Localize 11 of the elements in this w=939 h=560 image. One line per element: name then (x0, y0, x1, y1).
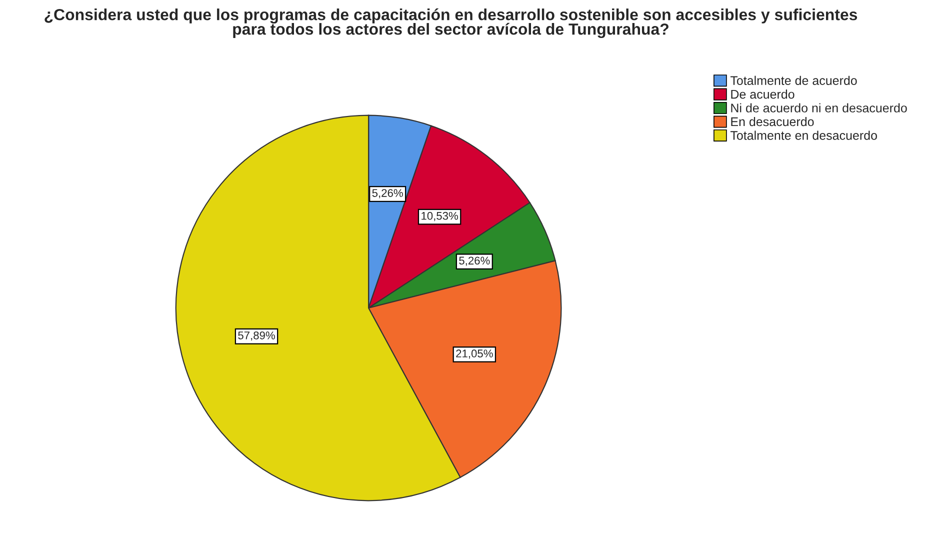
legend-label: En desacuerdo (731, 116, 814, 126)
data-label: 5,26% (372, 189, 403, 198)
legend-label: Totalmente de acuerdo (730, 76, 857, 85)
legend-label: Ni de acuerdo ni en desacuerdo (731, 103, 907, 112)
legend-label: Totalmente en desacuerdo (730, 130, 877, 140)
chart-title: ¿Considera usted que los programas de capacitación en desarrollo sostenible son accesibles y suficientes para todos los actores del sector avícola de Tungurahua? (44, 8, 858, 38)
data-label: 5,26% (459, 256, 490, 266)
data-label: 21,05% (456, 350, 493, 359)
data-label: 57,89% (238, 331, 275, 341)
data-label: 10,53% (422, 212, 458, 222)
legend-label: De acuerdo (731, 90, 794, 99)
